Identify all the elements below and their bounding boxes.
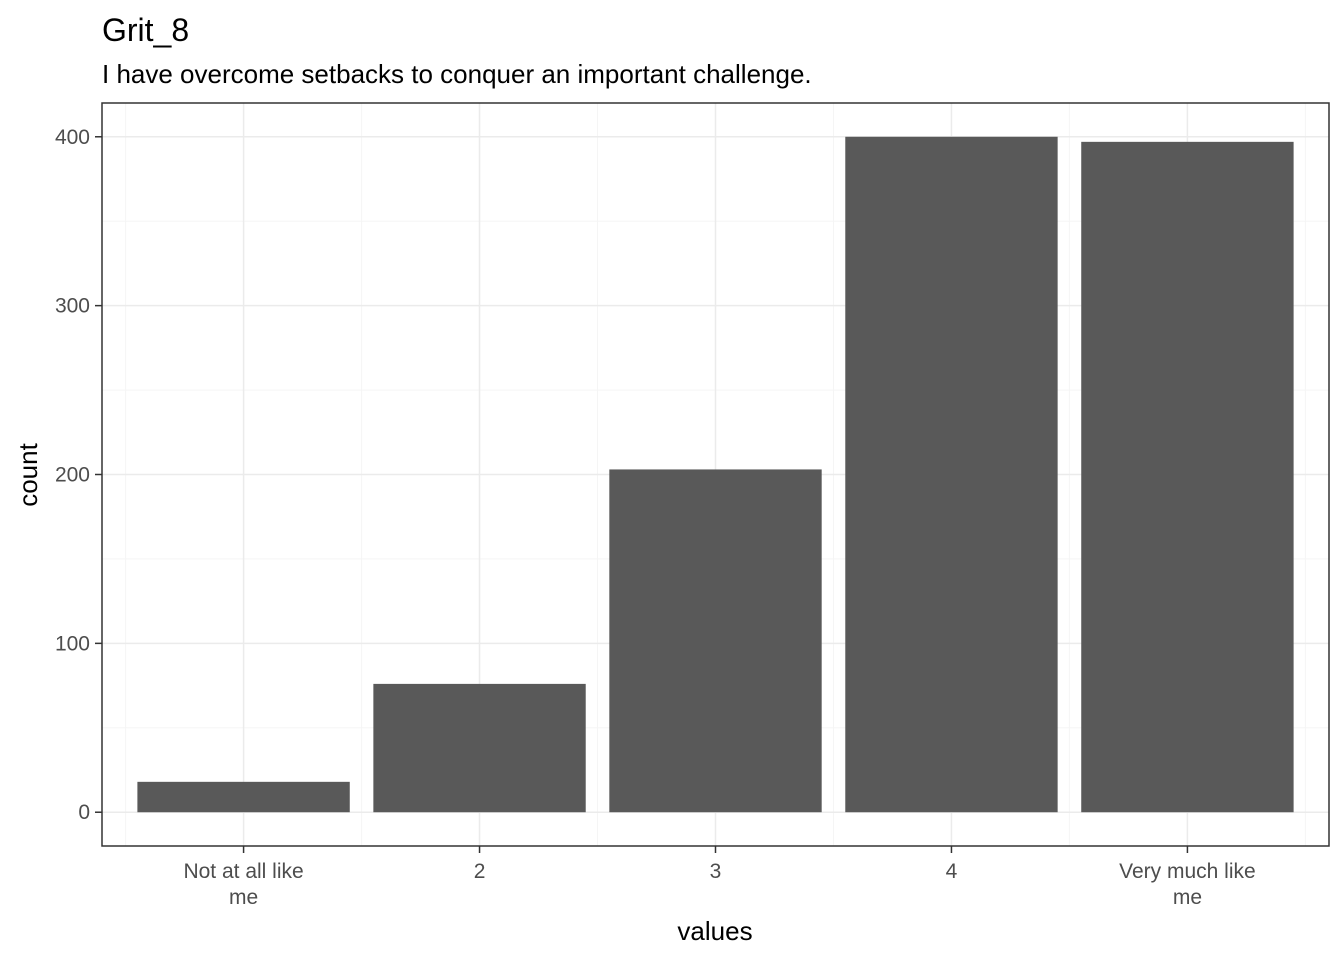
y-tick-label: 0 <box>78 801 90 824</box>
chart-title: Grit_8 <box>102 12 189 48</box>
bar <box>609 469 822 813</box>
x-tick-label: 4 <box>946 860 958 883</box>
bars <box>137 136 1294 813</box>
bar <box>1081 141 1294 813</box>
x-tick-label: 3 <box>710 860 722 883</box>
y-axis-title: count <box>13 442 43 506</box>
x-tick-label: Very much like me <box>1119 860 1256 909</box>
y-tick-label: 200 <box>55 464 90 487</box>
bar <box>845 136 1058 813</box>
axis-ticks: 0 100 200 300 400 Not at all like me 2 3 4 Very mu… <box>55 126 1256 909</box>
x-axis-title: values <box>677 916 752 946</box>
y-tick-label: 100 <box>55 632 90 655</box>
bar <box>373 683 586 813</box>
bar <box>137 781 350 813</box>
x-tick-label: Not at all like me <box>183 860 303 909</box>
y-tick-label: 300 <box>55 295 90 318</box>
chart-subtitle: I have overcome setbacks to conquer an i… <box>102 59 812 89</box>
y-tick-label: 400 <box>55 126 90 149</box>
x-tick-label: 2 <box>474 860 486 883</box>
